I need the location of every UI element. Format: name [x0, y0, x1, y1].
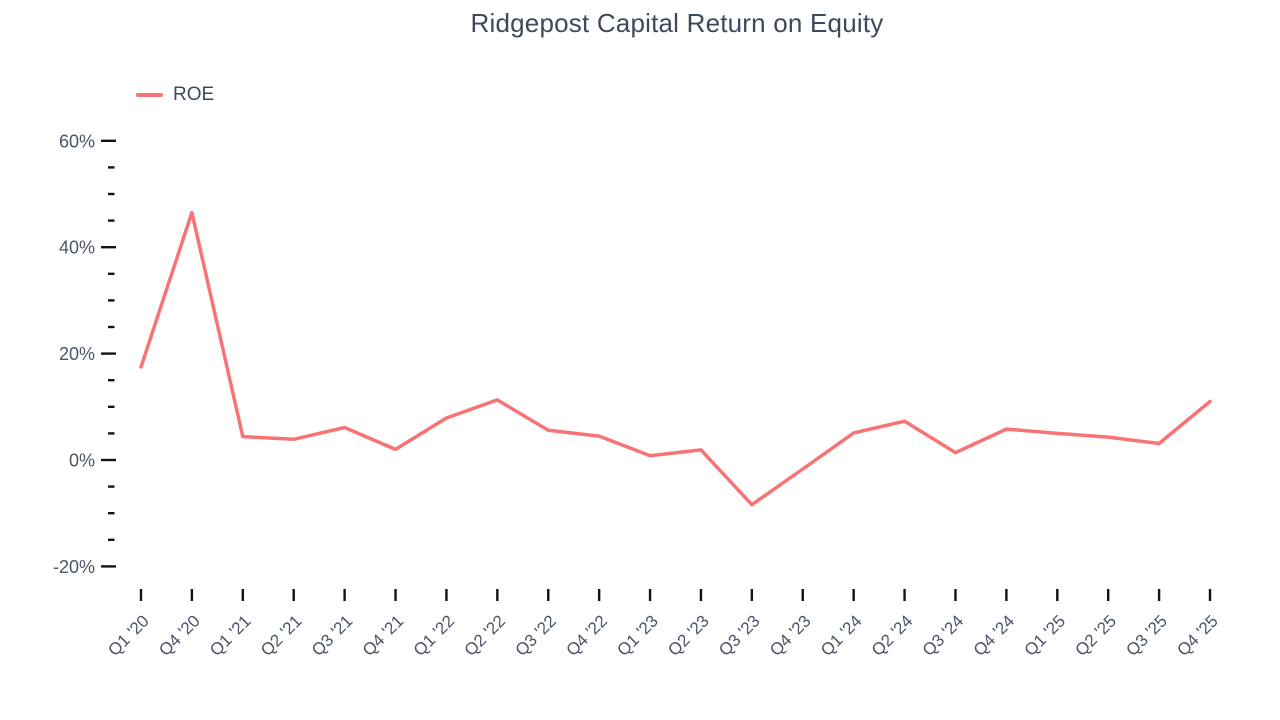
x-axis-tick-label: Q1 '23: [613, 611, 661, 659]
y-axis-tick-label: 60%: [59, 131, 95, 151]
y-axis-tick-label: 0%: [69, 451, 95, 471]
y-axis-tick-label: 40%: [59, 238, 95, 258]
x-axis-tick-label: Q1 '22: [410, 611, 458, 659]
x-axis-tick-label: Q4 '24: [970, 611, 1018, 659]
x-axis-tick-label: Q4 '23: [766, 611, 814, 659]
x-axis-tick-label: Q3 '21: [308, 611, 356, 659]
y-axis-tick-label: -20%: [53, 557, 95, 577]
x-axis-tick-label: Q2 '21: [257, 611, 305, 659]
x-axis-tick-label: Q3 '25: [1122, 611, 1170, 659]
x-axis-tick-label: Q2 '25: [1072, 611, 1120, 659]
x-axis-tick-label: Q2 '24: [868, 611, 916, 659]
roe-data-line: [139, 210, 1212, 507]
x-axis-tick-label: Q1 '24: [817, 611, 865, 659]
y-axis-tick-label: 20%: [59, 344, 95, 364]
chart-title: Ridgepost Capital Return on Equity: [470, 8, 884, 38]
x-axis-tick-label: Q4 '21: [359, 611, 407, 659]
x-axis-tick-label: Q2 '23: [664, 611, 712, 659]
x-axis-tick-label: Q3 '22: [512, 611, 560, 659]
legend-label-roe: ROE: [173, 84, 215, 105]
x-axis-tick-label: Q4 '20: [155, 611, 203, 659]
x-axis-tick-label: Q1 '25: [1021, 611, 1069, 659]
x-axis-tick-label: Q2 '22: [461, 611, 509, 659]
x-axis-tick-label: Q1 '20: [104, 611, 152, 659]
x-axis-tick-label: Q1 '21: [206, 611, 254, 659]
legend[interactable]: ROE: [136, 84, 214, 106]
x-axis-tick-label: Q4 '25: [1173, 611, 1221, 659]
legend-line-swatch-icon: [136, 93, 163, 97]
x-axis-tick-label: Q3 '24: [919, 611, 967, 659]
x-axis-tick-label: Q4 '22: [562, 611, 610, 659]
x-axis-tick-label: Q3 '23: [715, 611, 763, 659]
